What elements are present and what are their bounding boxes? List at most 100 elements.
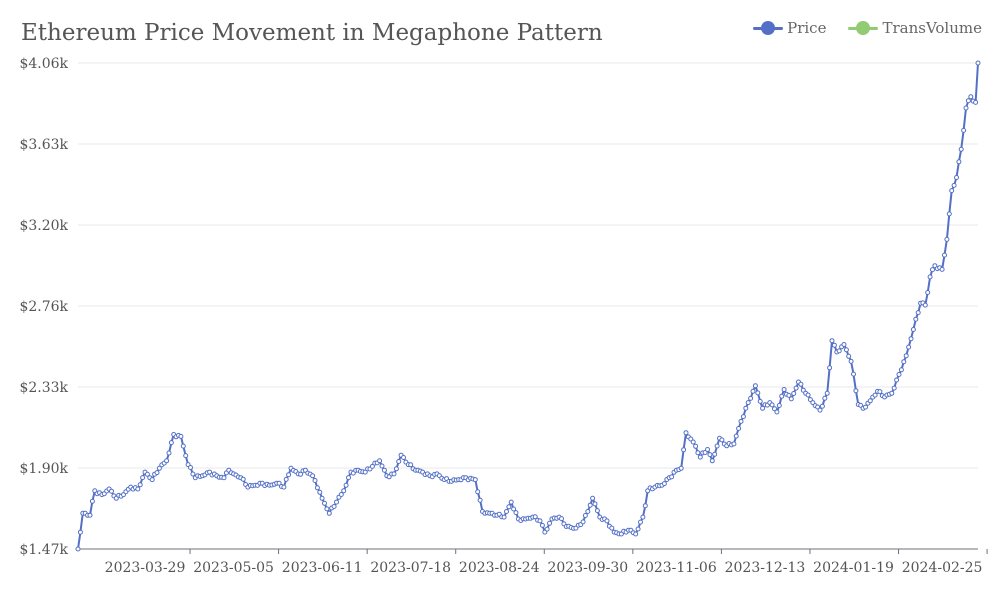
price-point [501, 514, 507, 520]
price-point [922, 302, 928, 308]
price-point [109, 488, 114, 494]
price-point [695, 450, 701, 456]
legend-swatch-price [753, 21, 784, 35]
price-point [633, 531, 639, 537]
price-point [508, 499, 514, 505]
x-tick-label: 2023-09-30 [547, 560, 628, 576]
y-tick-label: $3.20k [19, 218, 68, 234]
price-point [788, 396, 794, 402]
price-point [137, 482, 143, 488]
price-point [769, 402, 775, 408]
price-point [190, 471, 196, 477]
price-point [642, 503, 648, 509]
price-point [604, 518, 610, 524]
price-point [178, 433, 184, 439]
price-point [894, 377, 900, 383]
price-point [547, 520, 552, 526]
price-point [638, 519, 643, 525]
price-point [276, 480, 282, 486]
price-point [590, 495, 596, 501]
price-point [841, 342, 847, 347]
price-point [872, 392, 878, 398]
price-point [975, 60, 981, 66]
legend-item-price[interactable]: Price [753, 19, 826, 37]
price-point [477, 497, 483, 503]
y-tick-label: $1.90k [19, 461, 68, 477]
price-point [326, 510, 332, 516]
price-point [968, 94, 974, 100]
x-tick-label: 2023-06-11 [282, 560, 363, 576]
price-point [750, 388, 756, 394]
price-point [635, 526, 641, 532]
price-point [154, 470, 160, 476]
price-point [338, 492, 344, 497]
price-point [393, 466, 399, 472]
price-point [898, 367, 904, 373]
price-point [391, 471, 397, 477]
price-point [283, 476, 289, 482]
price-point [709, 458, 715, 464]
price-point [75, 546, 81, 552]
price-point [776, 403, 782, 408]
price-point [772, 406, 777, 412]
price-point [889, 390, 895, 396]
price-point [697, 454, 703, 460]
price-point [343, 482, 349, 488]
price-point [815, 404, 821, 410]
legend-swatch-transvolume [848, 21, 879, 35]
price-point [851, 371, 856, 377]
y-axis-ticks: $1.47k $1.90k $2.33k $2.76k $3.20k $3.63k $4.0… [19, 56, 68, 558]
price-point [791, 391, 797, 396]
price-point [827, 365, 833, 371]
price-point [891, 385, 897, 391]
price-point [504, 509, 509, 514]
price-series [75, 60, 981, 552]
price-point [733, 433, 739, 439]
price-point [513, 510, 519, 516]
price-point [798, 381, 804, 387]
price-point [906, 344, 912, 350]
price-point [506, 504, 512, 510]
price-point [544, 526, 550, 532]
price-point [927, 274, 933, 280]
price-point [539, 522, 545, 528]
price-point [757, 398, 763, 404]
x-tick-label: 2023-11-06 [636, 560, 717, 576]
price-point [930, 267, 935, 273]
y-tick-label: $2.76k [19, 299, 68, 315]
price-point [690, 439, 696, 445]
price-point [705, 447, 710, 452]
price-point [743, 405, 749, 411]
price-point [135, 486, 141, 492]
price-point [829, 338, 835, 344]
price-point [140, 475, 146, 481]
price-point [286, 472, 292, 478]
price-point [896, 372, 902, 377]
legend-label-transvolume: TransVolume [882, 19, 982, 37]
legend-label-price: Price [787, 19, 827, 37]
price-point [853, 388, 859, 394]
price-point [781, 387, 787, 392]
price-point [901, 359, 907, 365]
price-point [89, 498, 95, 504]
price-point [831, 342, 837, 348]
price-point [377, 458, 383, 464]
price-point [736, 426, 742, 431]
price-point [683, 430, 689, 436]
price-point [77, 529, 83, 535]
price-point [511, 506, 517, 512]
price-point [939, 266, 945, 272]
price-point [640, 514, 646, 520]
price-point [693, 443, 699, 449]
price-point [532, 514, 538, 520]
legend-item-transvolume[interactable]: TransVolume [848, 19, 982, 37]
price-point [956, 159, 962, 165]
price-point [180, 443, 186, 449]
price-point [755, 390, 761, 396]
price-point [475, 489, 481, 495]
price-point [942, 252, 947, 258]
price-point [678, 465, 684, 471]
price-point [786, 392, 792, 398]
x-tick-label: 2024-01-19 [813, 560, 894, 576]
